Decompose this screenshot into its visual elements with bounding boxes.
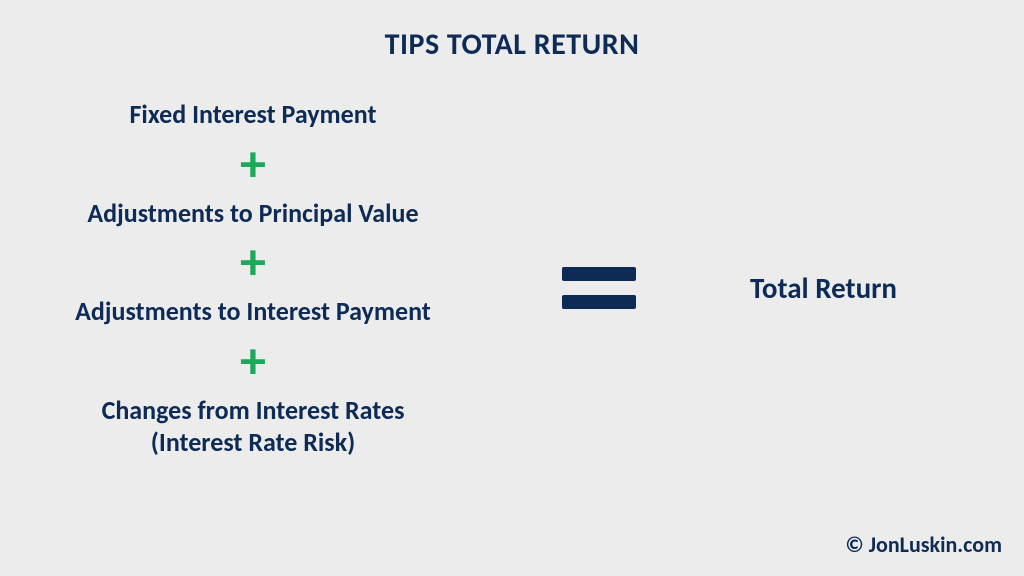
components-stack: Fixed Interest Payment + Adjustments to … — [38, 98, 468, 459]
credit-label: © JonLuskin.com — [845, 531, 1002, 558]
plus-icon: + — [240, 235, 266, 287]
term-principal-adjustment: Adjustments to Principal Value — [87, 197, 418, 230]
equals-bar-top — [562, 267, 636, 281]
result-label: Total Return — [750, 270, 897, 306]
equals-icon — [562, 267, 636, 309]
term-rate-changes: Changes from Interest Rates(Interest Rat… — [102, 394, 405, 459]
equals-bar-bottom — [562, 295, 636, 309]
term-interest-adjustment: Adjustments to Interest Payment — [75, 295, 431, 328]
term-fixed-interest: Fixed Interest Payment — [130, 98, 377, 131]
page-title: TIPS TOTAL RETURN — [0, 26, 1024, 63]
plus-icon: + — [240, 137, 266, 189]
plus-icon: + — [240, 334, 266, 386]
